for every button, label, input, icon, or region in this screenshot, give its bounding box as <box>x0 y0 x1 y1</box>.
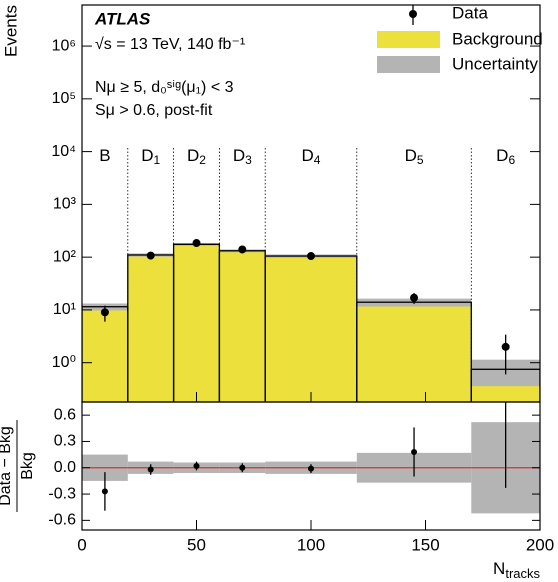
y-tick-label: 10⁰ <box>52 354 76 371</box>
y-tick-label: 10² <box>53 248 77 265</box>
y-tick-label: 10⁵ <box>52 90 76 107</box>
ratio-point <box>193 463 200 469</box>
background-bar <box>82 306 128 402</box>
y-tick-label: 10⁴ <box>51 143 76 160</box>
ratio-y-tick-label: 0.6 <box>54 406 76 423</box>
region-label: D6 <box>496 146 515 167</box>
region-name: D <box>496 146 508 165</box>
data-point <box>238 245 247 254</box>
y-tick-label: 10³ <box>53 196 77 213</box>
x-label-main: N <box>493 559 505 578</box>
ratio-y-label-num: Data − Bkg <box>0 426 14 506</box>
y-axis-label: Events <box>1 5 20 57</box>
ratio-point <box>147 466 154 473</box>
region-sub: 3 <box>245 153 252 167</box>
ratio-y-tick-label: -0.6 <box>48 512 76 529</box>
legend-label: Data <box>452 3 488 22</box>
legend-swatch <box>377 31 440 48</box>
background-bar <box>127 254 174 402</box>
region-name: B <box>99 146 110 165</box>
region-label: D1 <box>141 146 160 167</box>
main-plot <box>82 148 540 402</box>
data-point <box>501 342 510 351</box>
ratio-point <box>411 448 418 455</box>
ratio-plot <box>82 318 540 514</box>
background-bar <box>219 250 266 402</box>
region-name: D <box>233 146 245 165</box>
annotation: Sμ > 0.6, post-fit <box>95 102 213 119</box>
x-tick-label: 50 <box>187 535 206 554</box>
ratio-y-tick-label: 0.3 <box>54 433 76 450</box>
region-name: D <box>405 146 417 165</box>
x-label-sub: tracks <box>505 566 540 581</box>
x-tick-label: 200 <box>526 535 554 554</box>
ratio-y-label-den: Bkg <box>19 452 36 480</box>
x-tick-label: 0 <box>77 535 86 554</box>
region-label: D4 <box>302 146 321 167</box>
legend-swatch <box>377 56 440 73</box>
y-tick-label: 10¹ <box>53 301 76 318</box>
ratio-point <box>239 464 246 471</box>
annotation: Nμ ≥ 5, d₀ˢⁱᵍ(μ₁) < 3 <box>95 79 234 96</box>
region-label: D3 <box>233 146 252 167</box>
background-bar <box>173 244 220 402</box>
background-bar <box>265 256 357 402</box>
legend-label: Uncertainty <box>452 54 538 73</box>
data-point <box>192 239 201 248</box>
data-point <box>100 308 109 317</box>
ratio-point <box>503 318 509 324</box>
y-tick-label: 10⁶ <box>52 37 76 54</box>
ratio-y-tick-label: -0.3 <box>48 485 76 502</box>
data-point <box>146 251 155 260</box>
region-label: B <box>99 146 110 165</box>
region-sub: 2 <box>199 153 206 167</box>
ratio-y-tick-label: 0.0 <box>54 459 76 476</box>
legend-marker <box>409 10 417 18</box>
atlas-label: ATLAS <box>94 9 151 28</box>
data-point <box>307 252 315 261</box>
background-bar <box>356 302 472 402</box>
region-sub: 4 <box>314 153 321 167</box>
region-sub: 6 <box>508 153 515 167</box>
ratio-frame <box>81 401 541 531</box>
x-axis-label: Ntracks <box>493 559 540 581</box>
region-label: D5 <box>405 146 424 167</box>
region-label: D2 <box>187 146 206 167</box>
region-name: D <box>141 146 153 165</box>
ratio-point <box>101 488 108 495</box>
region-sub: 1 <box>153 153 160 167</box>
region-name: D <box>187 146 199 165</box>
legend-label: Background <box>452 29 543 48</box>
annotation: √s = 13 TeV, 140 fb⁻¹ <box>95 36 245 53</box>
region-name: D <box>302 146 314 165</box>
x-tick-label: 100 <box>297 535 325 554</box>
x-tick-label: 150 <box>411 535 439 554</box>
region-sub: 5 <box>417 153 424 167</box>
ratio-point <box>308 465 314 472</box>
data-point <box>410 293 419 302</box>
